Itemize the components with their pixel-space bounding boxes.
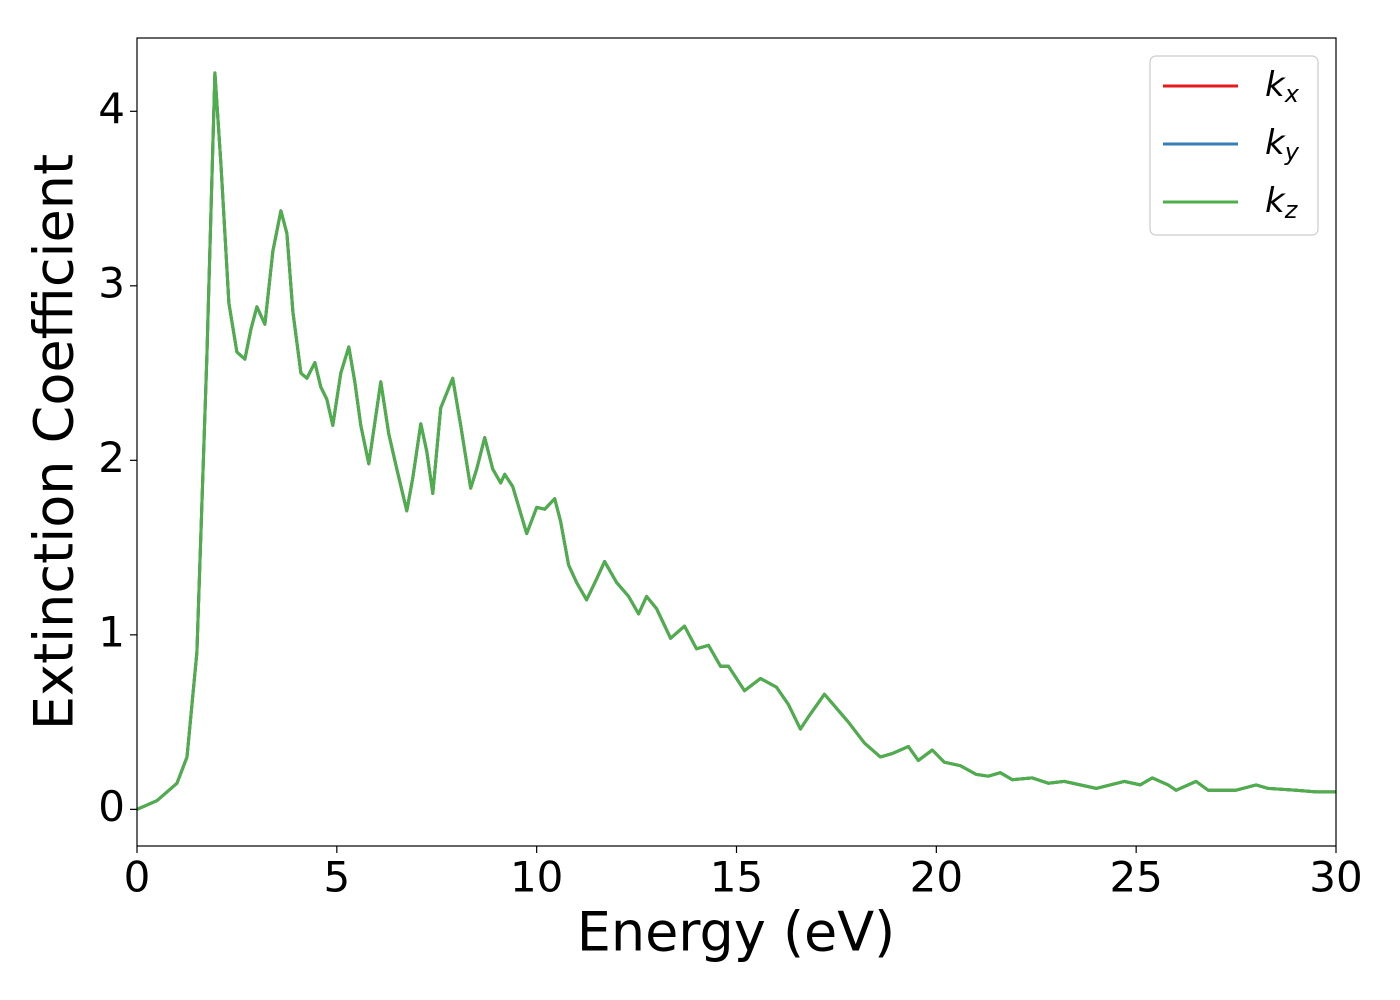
x-tick-label: 20 [910, 853, 963, 902]
x-tick-label: 0 [124, 853, 151, 902]
y-axis-label: Extinction Coefficient [23, 154, 86, 730]
y-tick-label: 3 [98, 258, 125, 307]
x-tick-label: 10 [510, 853, 563, 902]
x-tick-label: 25 [1109, 853, 1162, 902]
y-tick-label: 2 [98, 433, 125, 482]
y-tick-label: 1 [98, 607, 125, 656]
x-tick-label: 15 [710, 853, 763, 902]
y-tick-label: 0 [98, 782, 125, 831]
legend-label: kz [1265, 181, 1299, 225]
legend-label: kx [1265, 65, 1300, 109]
legend-label: ky [1265, 123, 1300, 167]
x-tick-label: 30 [1309, 853, 1362, 902]
x-axis-label: Energy (eV) [577, 901, 896, 964]
x-tick-label: 5 [323, 853, 350, 902]
line [136, 71, 1336, 811]
y-tick-label: 4 [98, 84, 125, 133]
